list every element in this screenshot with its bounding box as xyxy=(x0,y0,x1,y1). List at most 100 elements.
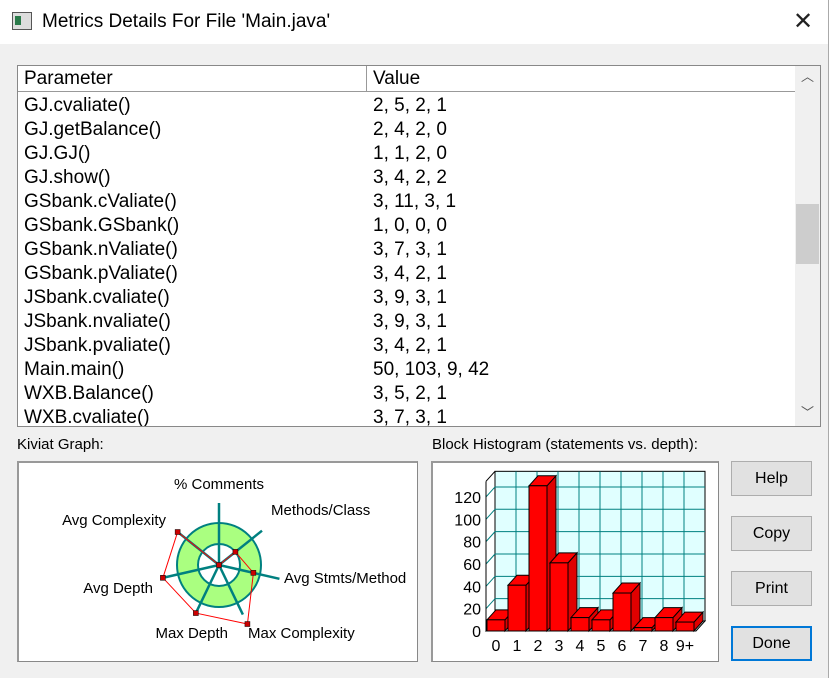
block-histogram: 0 20 40 60 80 100 120 0 1 2 3 4 5 6 7 8 9+ xyxy=(431,461,719,662)
scroll-up-icon[interactable]: ︿ xyxy=(800,69,814,84)
histogram-ytick-label: 0 xyxy=(472,624,481,641)
histogram-xtick-label: 1 xyxy=(513,638,522,655)
table-row[interactable]: GSbank.GSbank() 1, 0, 0, 0 xyxy=(18,214,795,238)
table-row[interactable]: GSbank.pValiate() 3, 4, 2, 1 xyxy=(18,262,795,286)
value-cell: 3, 7, 3, 1 xyxy=(373,407,447,427)
table-row[interactable]: Main.main() 50, 103, 9, 42 xyxy=(18,358,795,382)
histogram-gridline xyxy=(485,486,496,498)
print-button[interactable]: Print xyxy=(731,571,812,606)
value-cell: 1, 1, 2, 0 xyxy=(373,143,447,164)
parameter-cell: GJ.cvaliate() xyxy=(24,95,131,116)
value-cell: 2, 5, 2, 1 xyxy=(373,95,447,116)
value-cell: 3, 11, 3, 1 xyxy=(373,191,457,212)
vertical-scrollbar[interactable]: ︿ ﹀ xyxy=(795,66,820,426)
table-row[interactable]: JSbank.nvaliate() 3, 9, 3, 1 xyxy=(18,310,795,334)
parameter-cell: GJ.getBalance() xyxy=(24,119,162,140)
kiviat-point xyxy=(232,549,239,555)
histogram-bar xyxy=(675,621,695,632)
histogram-ytick-label: 100 xyxy=(454,512,481,529)
table-row[interactable]: WXB.cvaliate() 3, 7, 3, 1 xyxy=(18,406,795,427)
histogram-xtick-label: 8 xyxy=(660,638,669,655)
kiviat-point xyxy=(174,529,181,535)
kiviat-axis xyxy=(218,563,280,581)
kiviat-axis xyxy=(165,563,220,579)
kiviat-point xyxy=(216,562,222,568)
histogram-ytick-label: 120 xyxy=(454,490,481,507)
table-row[interactable]: GSbank.nValiate() 3, 7, 3, 1 xyxy=(18,238,795,262)
help-button[interactable]: Help xyxy=(731,461,812,496)
copy-button[interactable]: Copy xyxy=(731,516,812,551)
histogram-bar xyxy=(507,584,527,632)
parameter-cell: JSbank.cvaliate() xyxy=(24,287,170,308)
parameter-cell: Main.main() xyxy=(24,359,125,380)
histogram-ytick-label: 20 xyxy=(463,602,481,619)
histogram-gridline xyxy=(485,598,496,609)
parameter-cell: GSbank.pValiate() xyxy=(24,263,178,284)
kiviat-axis xyxy=(217,564,244,616)
parameter-cell: GJ.show() xyxy=(24,167,111,188)
kiviat-axis-label: Max Complexity xyxy=(248,625,355,642)
scrollbar-thumb[interactable] xyxy=(796,204,819,264)
column-header-parameter[interactable]: Parameter xyxy=(24,68,113,89)
kiviat-axis-label: Methods/Class xyxy=(271,502,370,519)
column-divider[interactable] xyxy=(366,66,367,91)
column-header-value[interactable]: Value xyxy=(373,68,421,89)
scroll-down-icon[interactable]: ﹀ xyxy=(800,405,814,420)
kiviat-point xyxy=(160,575,166,581)
table-row[interactable]: GJ.GJ() 1, 1, 2, 0 xyxy=(18,142,795,166)
kiviat-axis-label: Avg Depth xyxy=(83,580,153,597)
histogram-xtick-label: 4 xyxy=(576,638,585,655)
value-cell: 3, 4, 2, 1 xyxy=(373,263,447,284)
kiviat-point xyxy=(250,570,257,576)
histogram-ytick-label: 80 xyxy=(463,535,481,552)
kiviat-point xyxy=(193,610,199,616)
kiviat-axis-label: Max Depth xyxy=(155,625,228,642)
title-bar: Metrics Details For File 'Main.java' ✕ xyxy=(0,0,828,44)
table-row[interactable]: GJ.show() 3, 4, 2, 2 xyxy=(18,166,795,190)
window-title: Metrics Details For File 'Main.java' xyxy=(42,11,331,32)
histogram-gridline xyxy=(485,531,496,542)
histogram-xtick-label: 0 xyxy=(492,638,501,655)
parameter-cell: WXB.Balance() xyxy=(24,383,154,404)
value-cell: 1, 0, 0, 0 xyxy=(373,215,447,236)
done-button[interactable]: Done xyxy=(731,626,812,661)
table-row[interactable]: GSbank.cValiate() 3, 11, 3, 1 xyxy=(18,190,795,214)
table-row[interactable]: JSbank.pvaliate() 3, 4, 2, 1 xyxy=(18,334,795,358)
value-cell: 3, 9, 3, 1 xyxy=(373,311,447,332)
value-cell: 3, 7, 3, 1 xyxy=(373,239,447,260)
kiviat-polygon xyxy=(162,531,254,625)
value-cell: 3, 4, 2, 1 xyxy=(373,335,447,356)
value-cell: 3, 5, 2, 1 xyxy=(373,383,447,404)
background-window xyxy=(828,0,835,678)
table-row[interactable]: GJ.cvaliate() 2, 5, 2, 1 xyxy=(18,94,795,118)
histogram-bar xyxy=(654,617,674,632)
table-row[interactable]: WXB.Balance() 3, 5, 2, 1 xyxy=(18,382,795,406)
histogram-axis-edge xyxy=(485,470,496,482)
kiviat-axis-label: Avg Complexity xyxy=(62,512,166,529)
histogram-gridline xyxy=(485,575,496,587)
kiviat-axis xyxy=(194,564,221,616)
histogram-ytick-label: 60 xyxy=(463,557,481,574)
histogram-bar xyxy=(633,627,653,632)
histogram-bar xyxy=(591,619,611,632)
histogram-xtick-label: 5 xyxy=(597,638,606,655)
table-row[interactable]: GJ.getBalance() 2, 4, 2, 0 xyxy=(18,118,795,142)
histogram-xtick-label: 6 xyxy=(618,638,627,655)
histogram-gridline xyxy=(485,508,496,520)
value-cell: 2, 4, 2, 0 xyxy=(373,119,447,140)
parameter-cell: GSbank.nValiate() xyxy=(24,239,178,260)
parameter-cell: JSbank.nvaliate() xyxy=(24,311,171,332)
histogram-gridline xyxy=(485,553,496,565)
parameter-cell: GJ.GJ() xyxy=(24,143,91,164)
parameter-cell: GSbank.cValiate() xyxy=(24,191,177,212)
histogram-xtick-label: 3 xyxy=(555,638,564,655)
parameter-cell: JSbank.pvaliate() xyxy=(24,335,171,356)
kiviat-graph: % Comments Methods/Class Avg Stmts/Method M… xyxy=(17,461,418,662)
histogram-bar xyxy=(612,592,632,632)
kiviat-point xyxy=(244,621,251,627)
close-icon[interactable]: ✕ xyxy=(792,8,814,35)
histogram-label: Block Histogram (statements vs. depth): xyxy=(432,436,698,453)
parameter-cell: GSbank.GSbank() xyxy=(24,215,180,236)
table-row[interactable]: JSbank.cvaliate() 3, 9, 3, 1 xyxy=(18,286,795,310)
